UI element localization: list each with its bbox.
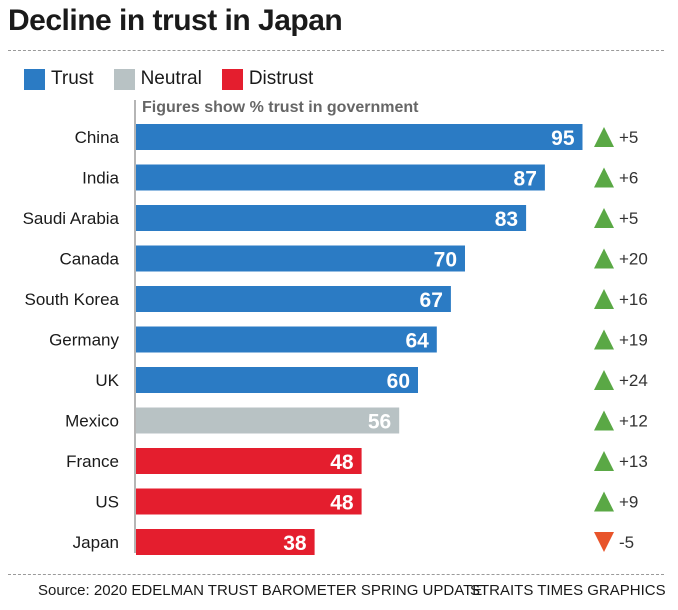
value-label-china: 95 [551, 127, 575, 150]
category-label-japan: Japan [73, 533, 119, 552]
legend-swatch-neutral [113, 68, 135, 90]
source-note: Source: 2020 EDELMAN TRUST BAROMETER SPR… [38, 582, 483, 599]
category-label-germany: Germany [49, 331, 119, 350]
top-divider [8, 50, 664, 51]
value-label-india: 87 [514, 168, 537, 191]
category-label-us: US [95, 493, 119, 512]
change-label-china: +5 [619, 128, 638, 147]
value-label-uk: 60 [387, 370, 410, 393]
bottom-divider [8, 574, 664, 575]
category-label-france: France [66, 452, 119, 471]
change-arrow-germany [594, 329, 614, 350]
change-arrow-japan [594, 532, 614, 552]
chart-subtitle: Figures show % trust in government [142, 99, 419, 116]
change-label-japan: -5 [619, 533, 634, 552]
value-label-japan: 38 [283, 532, 307, 555]
value-label-france: 48 [330, 451, 354, 474]
legend-swatch-trust [24, 68, 45, 90]
value-label-saudi-arabia: 83 [495, 208, 518, 231]
legend: Trust Neutral Distrust [24, 68, 333, 90]
bar-uk [136, 367, 418, 393]
bar-saudi-arabia [136, 205, 527, 231]
bar-mexico [136, 407, 400, 434]
bar-japan [136, 529, 315, 555]
category-label-mexico: Mexico [65, 412, 119, 431]
value-label-canada: 70 [434, 249, 457, 272]
legend-label-neutral: Neutral [140, 68, 202, 89]
bar-south-korea [136, 286, 451, 312]
category-label-canada: Canada [59, 250, 119, 269]
change-label-mexico: +12 [619, 412, 648, 431]
change-arrow-south-korea [594, 289, 614, 309]
category-label-china: China [75, 128, 120, 147]
change-arrow-uk [594, 370, 614, 390]
bar-us [136, 488, 362, 515]
change-arrow-saudi-arabia [594, 208, 614, 228]
change-arrow-france [594, 451, 614, 471]
legend-label-distrust: Distrust [248, 68, 314, 89]
change-label-india: +6 [619, 169, 638, 188]
value-label-us: 48 [330, 492, 354, 515]
bar-canada [136, 245, 465, 272]
bar-chart: China 95 +5 India 87 +6 Saudi Arabia 83 +5 Canada… [23, 124, 648, 555]
change-arrow-china [594, 127, 614, 147]
chart-title: Decline in trust in Japan [8, 4, 343, 37]
bar-france [136, 448, 362, 474]
graphics-credit: STRAITS TIMES GRAPHICS [470, 582, 666, 599]
legend-item-neutral: Neutral [113, 68, 202, 90]
bar-germany [136, 326, 437, 353]
change-label-us: +9 [619, 493, 638, 512]
legend-swatch-distrust [221, 68, 243, 90]
change-label-germany: +19 [619, 331, 648, 350]
legend-item-distrust: Distrust [221, 68, 314, 90]
legend-label-trust: Trust [51, 68, 94, 89]
change-label-uk: +24 [619, 371, 648, 390]
axis-line [134, 100, 136, 553]
legend-item-trust: Trust [24, 68, 94, 90]
change-arrow-india [594, 167, 614, 188]
category-label-uk: UK [95, 371, 119, 390]
change-label-south-korea: +16 [619, 290, 648, 309]
bar-china [136, 124, 583, 150]
change-label-france: +13 [619, 452, 648, 471]
value-label-germany: 64 [405, 330, 429, 353]
change-arrow-canada [594, 248, 614, 269]
change-label-canada: +20 [619, 250, 648, 269]
category-label-saudi-arabia: Saudi Arabia [23, 209, 120, 228]
bar-india [136, 164, 545, 191]
change-arrow-us [594, 491, 614, 512]
change-label-saudi-arabia: +5 [619, 209, 638, 228]
change-arrow-mexico [594, 410, 614, 431]
category-label-india: India [82, 169, 119, 188]
value-label-south-korea: 67 [420, 289, 443, 312]
value-label-mexico: 56 [368, 411, 391, 434]
category-label-south-korea: South Korea [24, 290, 119, 309]
